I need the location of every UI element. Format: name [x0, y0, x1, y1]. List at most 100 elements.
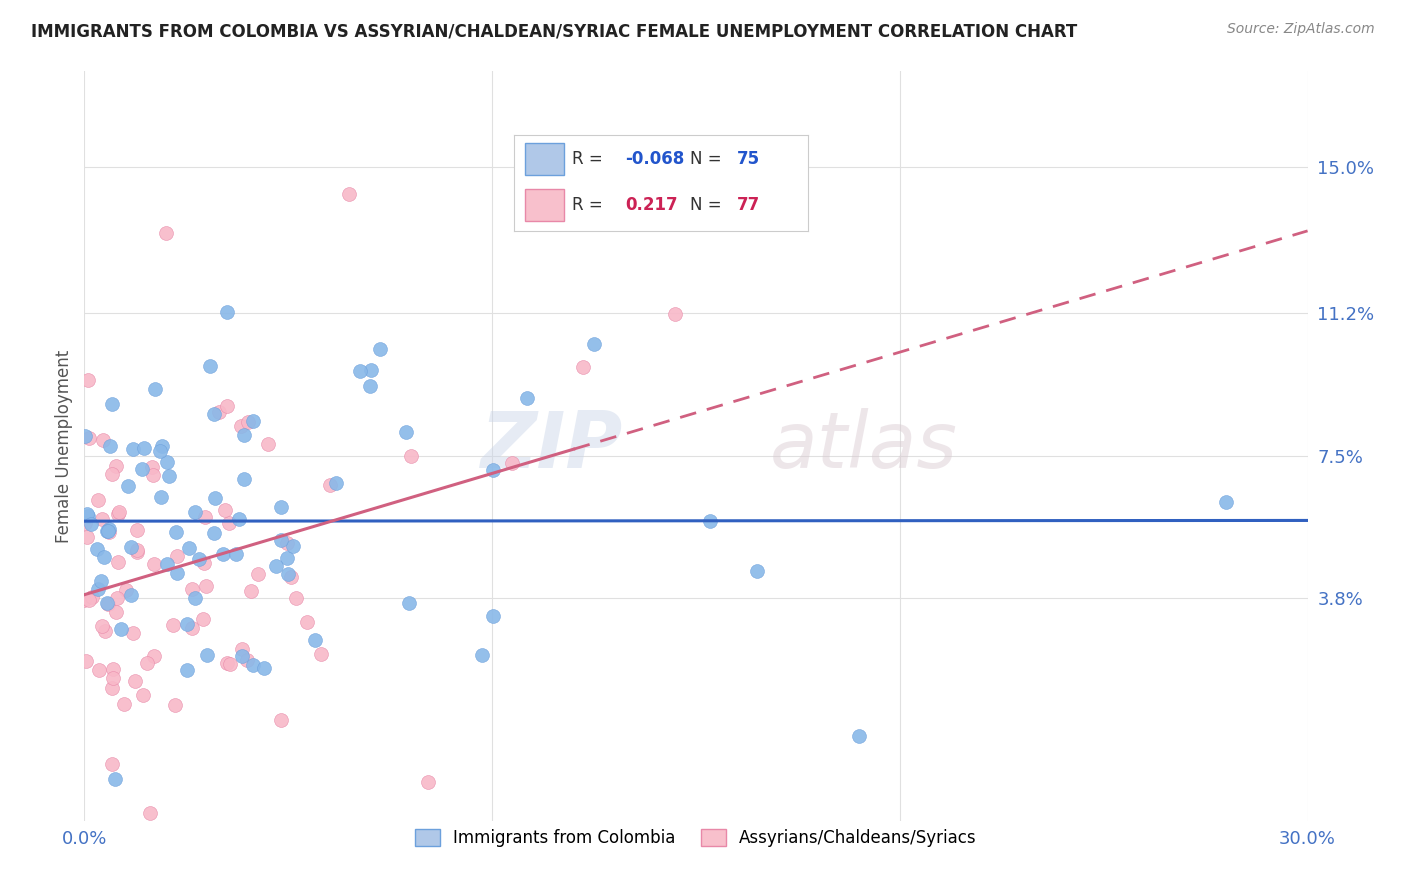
- Point: [360, 363, 382, 377]
- Point: [184, 505, 207, 519]
- Y-axis label: Female Unemployment: Female Unemployment: [55, 350, 73, 542]
- Point: [162, 617, 184, 632]
- Point: [309, 647, 332, 661]
- Point: [101, 681, 124, 695]
- Point: [76, 530, 98, 544]
- Text: Source: ZipAtlas.com: Source: ZipAtlas.com: [1227, 22, 1375, 37]
- Point: [699, 514, 721, 528]
- Point: [239, 583, 262, 598]
- Point: [208, 405, 231, 419]
- Point: [103, 662, 125, 676]
- Legend: Immigrants from Colombia, Assyrians/Chaldeans/Syriacs: Immigrants from Colombia, Assyrians/Chal…: [409, 822, 983, 854]
- Point: [416, 774, 439, 789]
- Point: [211, 548, 233, 562]
- Point: [284, 591, 307, 606]
- Point: [98, 439, 121, 453]
- Point: [97, 524, 120, 538]
- Point: [236, 653, 259, 667]
- Text: 77: 77: [737, 195, 761, 214]
- Point: [242, 658, 264, 673]
- Point: [215, 656, 238, 670]
- Point: [156, 455, 179, 469]
- Point: [194, 510, 217, 524]
- Point: [297, 615, 319, 629]
- Point: [194, 579, 217, 593]
- Point: [107, 555, 129, 569]
- Point: [97, 597, 120, 611]
- Point: [80, 516, 103, 531]
- Text: 0.217: 0.217: [626, 195, 678, 214]
- Point: [107, 508, 129, 522]
- Point: [93, 549, 115, 564]
- Point: [76, 509, 98, 524]
- Point: [304, 632, 326, 647]
- Point: [231, 642, 253, 657]
- Point: [101, 671, 124, 685]
- Point: [247, 567, 270, 582]
- Point: [215, 305, 238, 319]
- Point: [101, 396, 124, 410]
- Point: [281, 539, 304, 553]
- Point: [150, 490, 173, 504]
- Point: [176, 616, 198, 631]
- Point: [349, 364, 371, 378]
- Point: [264, 559, 287, 574]
- Point: [143, 382, 166, 396]
- Point: [233, 472, 256, 486]
- Text: -0.068: -0.068: [626, 150, 685, 168]
- Point: [121, 626, 143, 640]
- Point: [120, 540, 142, 554]
- Point: [115, 582, 138, 597]
- Point: [165, 524, 187, 539]
- Point: [319, 477, 342, 491]
- Point: [91, 619, 114, 633]
- Point: [270, 500, 292, 514]
- Point: [91, 433, 114, 447]
- Point: [108, 505, 131, 519]
- Point: [270, 714, 292, 728]
- Point: [188, 552, 211, 566]
- Point: [87, 582, 110, 597]
- Point: [252, 661, 274, 675]
- Point: [238, 416, 260, 430]
- Point: [270, 533, 292, 547]
- Point: [217, 399, 239, 413]
- Point: [184, 591, 207, 605]
- Point: [228, 512, 250, 526]
- Point: [242, 414, 264, 428]
- Point: [481, 609, 503, 624]
- Point: [96, 596, 118, 610]
- Point: [135, 656, 157, 670]
- Point: [87, 493, 110, 508]
- Point: [77, 592, 100, 607]
- Point: [76, 507, 98, 521]
- Point: [399, 449, 422, 463]
- Point: [848, 729, 870, 743]
- Point: [103, 772, 125, 786]
- Point: [125, 545, 148, 559]
- Bar: [526, 189, 564, 221]
- Text: IMMIGRANTS FROM COLOMBIA VS ASSYRIAN/CHALDEAN/SYRIAC FEMALE UNEMPLOYMENT CORRELA: IMMIGRANTS FROM COLOMBIA VS ASSYRIAN/CHA…: [31, 22, 1077, 40]
- Point: [339, 187, 361, 202]
- Text: R =: R =: [572, 195, 603, 214]
- Point: [176, 664, 198, 678]
- Point: [77, 373, 100, 387]
- Point: [143, 649, 166, 664]
- Point: [157, 468, 180, 483]
- Point: [101, 467, 124, 481]
- Point: [132, 689, 155, 703]
- Point: [229, 419, 252, 434]
- Point: [101, 757, 124, 772]
- Point: [120, 588, 142, 602]
- Point: [105, 591, 128, 605]
- Point: [280, 570, 302, 584]
- Point: [471, 648, 494, 662]
- Text: N =: N =: [690, 150, 721, 168]
- Point: [218, 516, 240, 531]
- Point: [96, 524, 118, 538]
- Point: [177, 541, 200, 555]
- Point: [117, 478, 139, 492]
- Point: [202, 525, 225, 540]
- Point: [150, 439, 173, 453]
- Point: [90, 574, 112, 588]
